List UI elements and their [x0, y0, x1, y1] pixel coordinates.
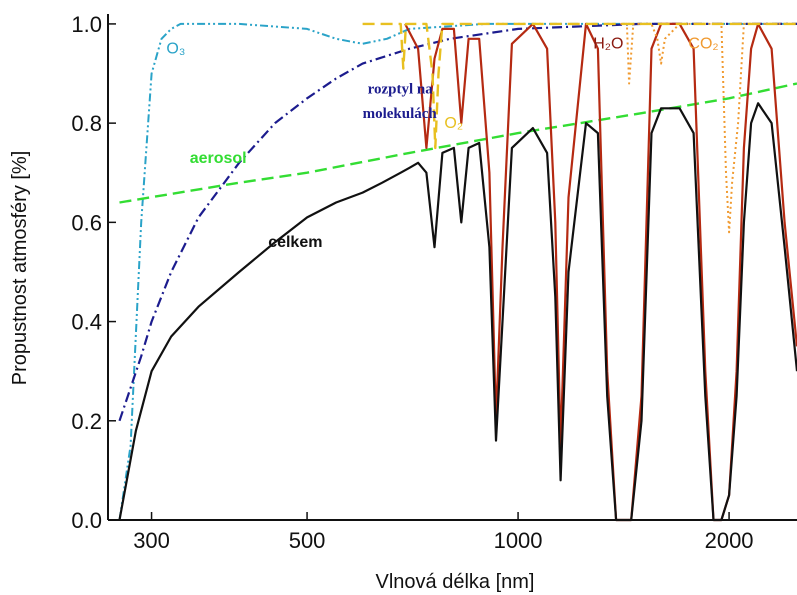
y-tick-label: 0.0 [71, 508, 102, 533]
annotation-label: H₂O [593, 36, 623, 53]
series-line-rozptyl-na-molekul-ch [118, 22, 797, 422]
annotation-label: celkem [268, 234, 322, 251]
y-tick-label: 0.4 [71, 310, 102, 335]
annotation-label: rozptyl na [368, 81, 434, 97]
y-tick-label: 0.8 [71, 111, 102, 136]
y-axis-label: Propustnost atmosféry [%] [9, 151, 31, 386]
x-tick-label: 2000 [705, 528, 754, 553]
annotation-label: O₂ [444, 115, 463, 132]
series-line-o3 [118, 22, 797, 521]
x-tick-label: 500 [289, 528, 326, 553]
y-tick-label: 0.2 [71, 409, 102, 434]
annotation-label: O₃ [166, 41, 185, 58]
series-line-h2o [404, 22, 797, 522]
y-tick-label: 1.0 [71, 12, 102, 37]
x-tick-label: 1000 [494, 528, 543, 553]
x-axis-label: Vlnová délka [nm] [376, 571, 535, 593]
series-line-o2 [362, 22, 797, 150]
x-tick-label: 300 [133, 528, 170, 553]
series-layer [118, 22, 797, 522]
axis-layer: 0.0 0.2 0.4 0.6 0.8 1.0 300 500 1000 2000 [71, 12, 797, 553]
annotation-layer: O₃ rozptyl na molekulách aerosol celkem H₂O CO… [166, 36, 718, 251]
annotation-label: molekulách [363, 106, 438, 122]
annotation-label: aerosol [190, 150, 247, 167]
series-line-co2 [620, 22, 797, 234]
y-tick-label: 0.6 [71, 210, 102, 235]
series-line-aerosol [119, 82, 797, 204]
annotation-label: CO₂ [688, 36, 718, 53]
